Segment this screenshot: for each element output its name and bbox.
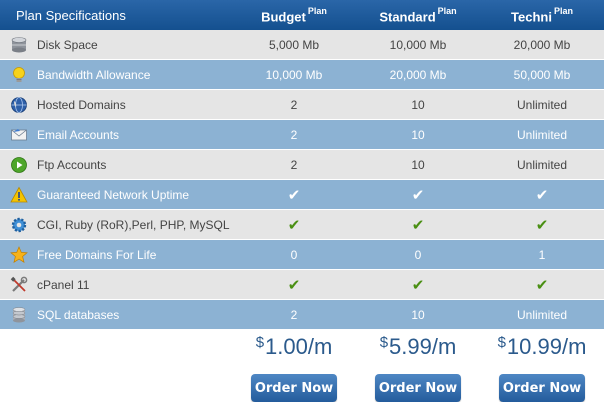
order-cell: Order Now	[480, 374, 604, 402]
feature-cell: SQL databases	[0, 305, 232, 325]
feature-label: Bandwidth Allowance	[37, 67, 151, 82]
value-standard: 10	[411, 97, 425, 112]
table-row-hosted-domains: Hosted Domains 2 10 Unlimited	[0, 90, 604, 120]
value-standard: 10	[411, 127, 425, 142]
price-row: $1.00/m $5.99/m $10.99/m	[232, 334, 604, 360]
value-budget: 2	[290, 307, 298, 322]
value-budget: 10,000 Mb	[265, 67, 323, 82]
value-techni: Unlimited	[516, 127, 567, 142]
value-techni: Unlimited	[516, 157, 567, 172]
tools-icon	[9, 275, 29, 295]
check-icon: ✔	[287, 276, 301, 294]
value-standard: 10,000 Mb	[389, 37, 447, 52]
feature-label: SQL databases	[37, 307, 120, 322]
value-budget: 2	[290, 157, 298, 172]
order-cell: Order Now	[356, 374, 480, 402]
check-icon: ✔	[411, 186, 425, 204]
feature-label: CGI, Ruby (RoR),Perl, PHP, MySQL	[37, 217, 230, 232]
table-row-email-accounts: Email Accounts 2 10 Unlimited	[0, 120, 604, 150]
price-standard: $5.99/m	[356, 334, 480, 360]
plan-heading-techni: Techni Plan	[480, 0, 604, 30]
value-standard: 0	[414, 247, 422, 262]
database-icon	[9, 305, 29, 325]
table-row-bandwidth: Bandwidth Allowance 10,000 Mb 20,000 Mb …	[0, 60, 604, 90]
order-now-button-standard[interactable]: Order Now	[375, 374, 461, 402]
feature-label: Guaranteed Network Uptime	[37, 187, 190, 202]
value-techni: 50,000 Mb	[513, 67, 571, 82]
order-cell: Order Now	[232, 374, 356, 402]
plan-tag: Plan	[437, 6, 457, 16]
plan-tag: Plan	[307, 6, 327, 16]
feature-label: Free Domains For Life	[37, 247, 157, 262]
value-standard: 10	[411, 157, 425, 172]
check-icon: ✔	[535, 186, 549, 204]
check-icon: ✔	[535, 276, 549, 294]
feature-cell: Hosted Domains	[0, 95, 232, 115]
feature-cell: Disk Space	[0, 35, 232, 55]
value-techni: Unlimited	[516, 97, 567, 112]
plan-specifications-heading: Plan Specifications	[16, 8, 126, 23]
table-row-sql-databases: SQL databases 2 10 Unlimited	[0, 300, 604, 330]
feature-cell: Ftp Accounts	[0, 155, 232, 175]
table-row-ftp-accounts: Ftp Accounts 2 10 Unlimited	[0, 150, 604, 180]
value-budget: 2	[290, 127, 298, 142]
plan-name: Budget	[261, 9, 306, 25]
feature-label: Ftp Accounts	[37, 157, 107, 172]
value-standard: 20,000 Mb	[389, 67, 447, 82]
plan-name: Standard	[379, 9, 436, 25]
currency-symbol: $	[497, 334, 506, 351]
gear-icon	[9, 215, 29, 235]
check-icon: ✔	[287, 216, 301, 234]
feature-cell: cPanel 11	[0, 275, 232, 295]
value-budget: 2	[290, 97, 298, 112]
email-icon	[9, 125, 29, 145]
value-techni: Unlimited	[516, 307, 567, 322]
price-techni: $10.99/m	[480, 334, 604, 360]
play-icon	[9, 155, 29, 175]
plan-comparison-table: Plan Specifications Budget Plan Standard P…	[0, 0, 604, 330]
value-budget: 5,000 Mb	[268, 37, 320, 52]
feature-cell: CGI, Ruby (RoR),Perl, PHP, MySQL	[0, 215, 232, 235]
feature-label: Email Accounts	[37, 127, 120, 142]
warning-icon	[9, 185, 29, 205]
order-row: Order Now Order Now Order Now	[232, 374, 604, 402]
feature-cell: Email Accounts	[0, 125, 232, 145]
price-budget: $1.00/m	[232, 334, 356, 360]
currency-symbol: $	[255, 334, 265, 351]
value-techni: 1	[538, 247, 546, 262]
check-icon: ✔	[535, 216, 549, 234]
table-row-languages: CGI, Ruby (RoR),Perl, PHP, MySQL ✔ ✔ ✔	[0, 210, 604, 240]
table-row-free-domains: Free Domains For Life 0 0 1	[0, 240, 604, 270]
plan-heading-budget: Budget Plan	[232, 0, 356, 30]
feature-cell: Guaranteed Network Uptime	[0, 185, 232, 205]
globe-icon	[9, 95, 29, 115]
price-amount: 1.00/m	[265, 334, 333, 359]
feature-label: Disk Space	[37, 37, 98, 52]
plan-name: Techni	[511, 9, 552, 25]
plan-heading-standard: Standard Plan	[356, 0, 480, 30]
order-now-button-budget[interactable]: Order Now	[251, 374, 337, 402]
feature-cell: Bandwidth Allowance	[0, 65, 232, 85]
feature-label: cPanel 11	[37, 277, 90, 292]
value-standard: 10	[411, 307, 425, 322]
currency-symbol: $	[379, 334, 389, 351]
disk-icon	[9, 35, 29, 55]
price-amount: 5.99/m	[389, 334, 457, 359]
table-row-cpanel: cPanel 11 ✔ ✔ ✔	[0, 270, 604, 300]
price-amount: 10.99/m	[506, 334, 587, 359]
check-icon: ✔	[411, 276, 425, 294]
check-icon: ✔	[287, 186, 301, 204]
star-icon	[9, 245, 29, 265]
value-budget: 0	[290, 247, 298, 262]
table-row-disk-space: Disk Space 5,000 Mb 10,000 Mb 20,000 Mb	[0, 30, 604, 60]
plan-tag: Plan	[553, 6, 573, 16]
table-row-network-uptime: Guaranteed Network Uptime ✔ ✔ ✔	[0, 180, 604, 210]
value-techni: 20,000 Mb	[513, 37, 571, 52]
feature-label: Hosted Domains	[37, 97, 126, 112]
feature-cell: Free Domains For Life	[0, 245, 232, 265]
lightbulb-icon	[9, 65, 29, 85]
table-header: Plan Specifications Budget Plan Standard P…	[0, 0, 604, 30]
order-now-button-techni[interactable]: Order Now	[499, 374, 585, 402]
check-icon: ✔	[411, 216, 425, 234]
